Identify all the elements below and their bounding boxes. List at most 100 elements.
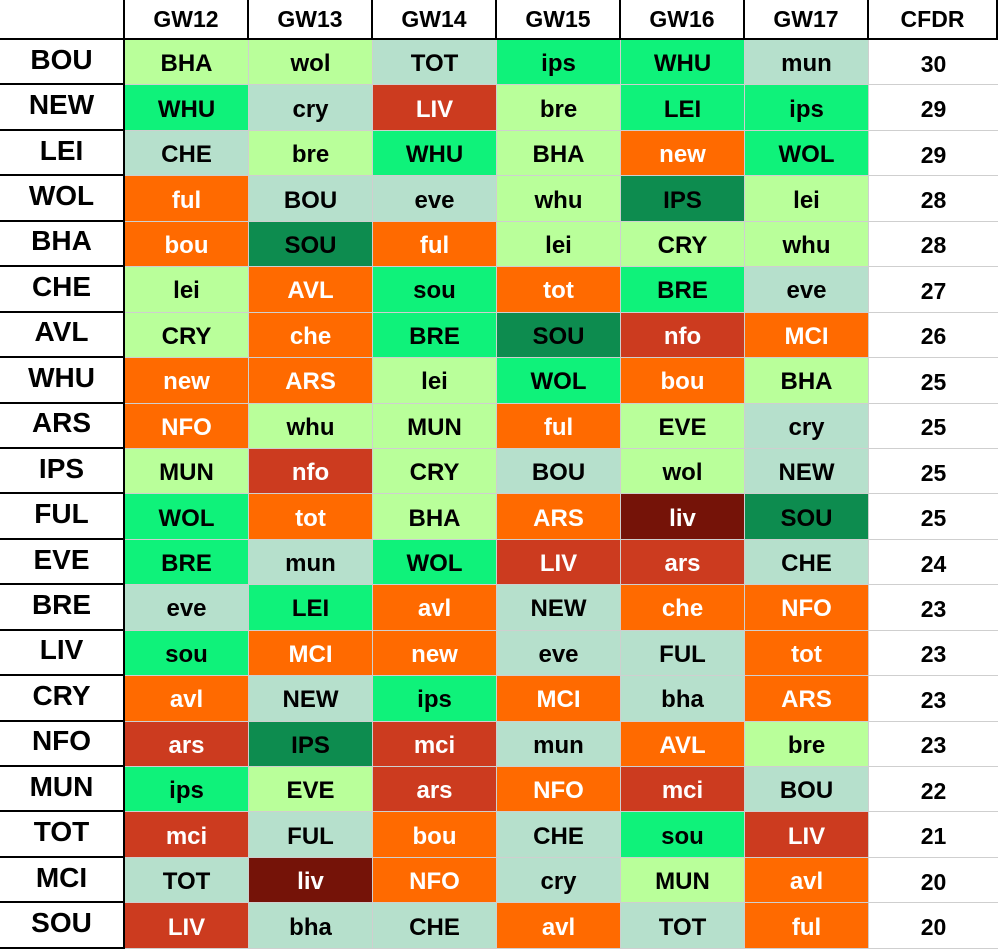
fixture-cell[interactable]: mun bbox=[497, 721, 621, 767]
fixture-cell[interactable]: bre bbox=[497, 85, 621, 131]
fixture-cell[interactable]: avl bbox=[373, 585, 497, 631]
fixture-cell[interactable]: WOL bbox=[497, 358, 621, 404]
fixture-cell[interactable]: LIV bbox=[125, 903, 249, 949]
fixture-cell[interactable]: WHU bbox=[621, 40, 745, 86]
fixture-cell[interactable]: tot bbox=[497, 267, 621, 313]
fixture-cell[interactable]: WOL bbox=[373, 539, 497, 586]
fixture-cell[interactable]: MCI bbox=[745, 312, 869, 359]
fixture-cell[interactable]: LEI bbox=[621, 85, 745, 131]
fixture-cell[interactable]: LIV bbox=[373, 85, 497, 131]
fixture-cell[interactable]: mun bbox=[249, 539, 373, 586]
fixture-cell[interactable]: LIV bbox=[497, 539, 621, 586]
fixture-cell[interactable]: whu bbox=[745, 221, 869, 268]
fixture-cell[interactable]: ARS bbox=[497, 494, 621, 540]
fixture-cell[interactable]: MUN bbox=[125, 448, 249, 495]
fixture-cell[interactable]: TOT bbox=[621, 903, 745, 949]
fixture-cell[interactable]: WHU bbox=[125, 85, 249, 131]
fixture-cell[interactable]: NEW bbox=[745, 448, 869, 495]
fixture-cell[interactable]: ars bbox=[373, 767, 497, 813]
fixture-cell[interactable]: ips bbox=[745, 85, 869, 131]
fixture-cell[interactable]: bou bbox=[125, 221, 249, 268]
fixture-cell[interactable]: TOT bbox=[373, 40, 497, 86]
fixture-cell[interactable]: IPS bbox=[249, 721, 373, 767]
fixture-cell[interactable]: whu bbox=[249, 403, 373, 449]
fixture-cell[interactable]: mun bbox=[745, 40, 869, 86]
fixture-cell[interactable]: BRE bbox=[621, 267, 745, 313]
fixture-cell[interactable]: che bbox=[249, 312, 373, 359]
fixture-cell[interactable]: BHA bbox=[745, 358, 869, 404]
fixture-cell[interactable]: FUL bbox=[621, 630, 745, 677]
fixture-cell[interactable]: ARS bbox=[745, 676, 869, 722]
fixture-cell[interactable]: SOU bbox=[497, 312, 621, 359]
fixture-cell[interactable]: new bbox=[125, 358, 249, 404]
fixture-cell[interactable]: bha bbox=[249, 903, 373, 949]
fixture-cell[interactable]: CRY bbox=[621, 221, 745, 268]
fixture-cell[interactable]: ful bbox=[125, 176, 249, 222]
fixture-cell[interactable]: liv bbox=[621, 494, 745, 540]
fixture-cell[interactable]: BHA bbox=[125, 40, 249, 86]
fixture-cell[interactable]: avl bbox=[125, 676, 249, 722]
fixture-cell[interactable]: cry bbox=[745, 403, 869, 449]
fixture-cell[interactable]: mci bbox=[621, 767, 745, 813]
fixture-cell[interactable]: MCI bbox=[249, 630, 373, 677]
fixture-cell[interactable]: ful bbox=[497, 403, 621, 449]
fixture-cell[interactable]: SOU bbox=[249, 221, 373, 268]
fixture-cell[interactable]: eve bbox=[125, 585, 249, 631]
fixture-cell[interactable]: ips bbox=[373, 676, 497, 722]
fixture-cell[interactable]: avl bbox=[497, 903, 621, 949]
fixture-cell[interactable]: eve bbox=[497, 630, 621, 677]
fixture-cell[interactable]: eve bbox=[745, 267, 869, 313]
fixture-cell[interactable]: BRE bbox=[125, 539, 249, 586]
fixture-cell[interactable]: CHE bbox=[373, 903, 497, 949]
fixture-cell[interactable]: NFO bbox=[373, 857, 497, 904]
fixture-cell[interactable]: new bbox=[373, 630, 497, 677]
fixture-cell[interactable]: bre bbox=[745, 721, 869, 767]
fixture-cell[interactable]: lei bbox=[497, 221, 621, 268]
fixture-cell[interactable]: bre bbox=[249, 130, 373, 177]
fixture-cell[interactable]: nfo bbox=[249, 448, 373, 495]
fixture-cell[interactable]: TOT bbox=[125, 857, 249, 904]
fixture-cell[interactable]: MCI bbox=[497, 676, 621, 722]
fixture-cell[interactable]: WOL bbox=[745, 130, 869, 177]
fixture-cell[interactable]: BOU bbox=[497, 448, 621, 495]
fixture-cell[interactable]: nfo bbox=[621, 312, 745, 359]
fixture-cell[interactable]: CRY bbox=[373, 448, 497, 495]
fixture-cell[interactable]: CRY bbox=[125, 312, 249, 359]
fixture-cell[interactable]: NEW bbox=[497, 585, 621, 631]
fixture-cell[interactable]: ful bbox=[373, 221, 497, 268]
fixture-cell[interactable]: tot bbox=[745, 630, 869, 677]
fixture-cell[interactable]: che bbox=[621, 585, 745, 631]
fixture-cell[interactable]: ips bbox=[125, 767, 249, 813]
fixture-cell[interactable]: CHE bbox=[745, 539, 869, 586]
fixture-cell[interactable]: lei bbox=[373, 358, 497, 404]
fixture-cell[interactable]: cry bbox=[249, 85, 373, 131]
fixture-cell[interactable]: ars bbox=[125, 721, 249, 767]
fixture-cell[interactable]: WOL bbox=[125, 494, 249, 540]
fixture-cell[interactable]: cry bbox=[497, 857, 621, 904]
fixture-cell[interactable]: MUN bbox=[621, 857, 745, 904]
fixture-cell[interactable]: bha bbox=[621, 676, 745, 722]
fixture-cell[interactable]: FUL bbox=[249, 812, 373, 858]
fixture-cell[interactable]: whu bbox=[497, 176, 621, 222]
fixture-cell[interactable]: BOU bbox=[745, 767, 869, 813]
fixture-cell[interactable]: NFO bbox=[745, 585, 869, 631]
fixture-cell[interactable]: wol bbox=[249, 40, 373, 86]
fixture-cell[interactable]: LEI bbox=[249, 585, 373, 631]
fixture-cell[interactable]: BHA bbox=[373, 494, 497, 540]
fixture-cell[interactable]: mci bbox=[125, 812, 249, 858]
fixture-cell[interactable]: IPS bbox=[621, 176, 745, 222]
fixture-cell[interactable]: bou bbox=[373, 812, 497, 858]
fixture-cell[interactable]: SOU bbox=[745, 494, 869, 540]
fixture-cell[interactable]: AVL bbox=[621, 721, 745, 767]
fixture-cell[interactable]: EVE bbox=[621, 403, 745, 449]
fixture-cell[interactable]: tot bbox=[249, 494, 373, 540]
fixture-cell[interactable]: ips bbox=[497, 40, 621, 86]
fixture-cell[interactable]: avl bbox=[745, 857, 869, 904]
fixture-cell[interactable]: mci bbox=[373, 721, 497, 767]
fixture-cell[interactable]: BRE bbox=[373, 312, 497, 359]
fixture-cell[interactable]: BOU bbox=[249, 176, 373, 222]
fixture-cell[interactable]: CHE bbox=[125, 130, 249, 177]
fixture-cell[interactable]: wol bbox=[621, 448, 745, 495]
fixture-cell[interactable]: sou bbox=[373, 267, 497, 313]
fixture-cell[interactable]: liv bbox=[249, 857, 373, 904]
